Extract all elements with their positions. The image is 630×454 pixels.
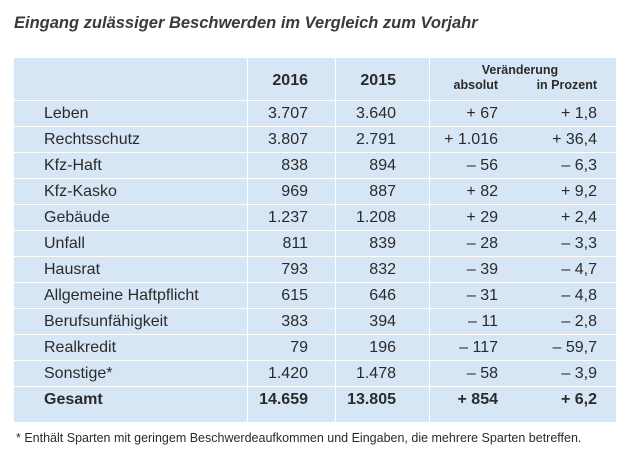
row-rule — [14, 204, 616, 205]
header-change: Veränderung — [481, 63, 559, 77]
table-row: Leben 3.707 3.640 + 67 + 1,8 — [14, 101, 616, 127]
table-row: Gebäude 1.237 1.208 + 29 + 2,4 — [14, 205, 616, 231]
table-row: Kfz-Kasko 969 887 + 82 + 9,2 — [14, 179, 616, 205]
table-row: Allgemeine Haftpflicht 615 646 – 31 – 4,8 — [14, 283, 616, 309]
row-rule — [14, 230, 616, 231]
table-row: Sonstige* 1.420 1.478 – 58 – 3,9 — [14, 361, 616, 387]
header-rule — [14, 100, 616, 101]
column-separator — [429, 58, 430, 422]
cell-change-absolute: – 117 — [459, 339, 498, 356]
cell-change-absolute: – 58 — [466, 365, 498, 382]
row-rule — [14, 308, 616, 309]
table-row: Hausrat 793 832 – 39 – 4,7 — [14, 257, 616, 283]
cell-2015: 3.640 — [355, 105, 396, 122]
cell-2015: 839 — [369, 235, 396, 252]
cell-change-absolute: – 11 — [468, 313, 498, 330]
row-rule — [14, 126, 616, 127]
row-label: Hausrat — [44, 261, 101, 278]
column-separator — [247, 58, 248, 422]
cell-change-absolute: + 82 — [466, 183, 498, 200]
cell-change-percent: – 59,7 — [552, 339, 597, 356]
row-rule — [14, 256, 616, 257]
cell-2015: 646 — [369, 287, 396, 304]
row-label: Kfz-Kasko — [44, 183, 117, 200]
header-percent: in Prozent — [536, 78, 597, 92]
cell-2015: 196 — [369, 339, 396, 356]
cell-2015: 1.208 — [355, 209, 396, 226]
cell-2016: 615 — [281, 287, 308, 304]
row-label: Kfz-Haft — [44, 157, 102, 174]
row-rule — [14, 386, 616, 387]
total-row: Gesamt 14.659 13.805 + 854 + 6,2 — [14, 387, 616, 413]
cell-2015: 394 — [369, 313, 396, 330]
cell-2016: 811 — [282, 235, 308, 252]
column-separator — [335, 58, 336, 422]
cell-change-percent: + 6,2 — [560, 391, 597, 408]
cell-2016: 3.707 — [267, 105, 308, 122]
row-label: Allgemeine Haftpflicht — [44, 287, 199, 304]
cell-2015: 1.478 — [355, 365, 396, 382]
cell-change-percent: – 6,3 — [561, 157, 597, 174]
row-label: Sonstige* — [44, 365, 113, 382]
cell-2016: 793 — [281, 261, 308, 278]
complaints-table: 2016 2015 Veränderung absolut in Prozent… — [14, 58, 616, 422]
row-label: Gebäude — [44, 209, 110, 226]
cell-2015: 13.805 — [347, 391, 396, 408]
cell-change-absolute: – 56 — [466, 157, 498, 174]
row-rule — [14, 334, 616, 335]
cell-2016: 1.237 — [267, 209, 308, 226]
cell-2016: 1.420 — [267, 365, 308, 382]
cell-change-absolute: – 39 — [466, 261, 498, 278]
cell-2016: 383 — [281, 313, 308, 330]
table-row: Berufsunfähigkeit 383 394 – 11 – 2,8 — [14, 309, 616, 335]
cell-change-percent: – 3,9 — [561, 365, 597, 382]
table-row: Unfall 811 839 – 28 – 3,3 — [14, 231, 616, 257]
cell-2016: 79 — [290, 339, 308, 356]
table-title: Eingang zulässiger Beschwerden im Vergle… — [14, 14, 478, 32]
cell-2016: 14.659 — [259, 391, 308, 408]
cell-change-absolute: – 28 — [466, 235, 498, 252]
cell-2016: 3.807 — [267, 131, 308, 148]
row-label: Realkredit — [44, 339, 117, 356]
cell-change-percent: – 3,3 — [561, 235, 597, 252]
row-label: Leben — [44, 105, 89, 122]
header-absolute: absolut — [453, 78, 498, 92]
row-label: Gesamt — [44, 391, 103, 408]
cell-change-absolute: + 67 — [466, 105, 498, 122]
cell-change-absolute: + 854 — [457, 391, 498, 408]
row-rule — [14, 360, 616, 361]
cell-change-percent: – 4,8 — [561, 287, 597, 304]
cell-change-percent: + 2,4 — [560, 209, 597, 226]
cell-2015: 2.791 — [355, 131, 396, 148]
cell-2016: 838 — [281, 157, 308, 174]
cell-change-absolute: + 1.016 — [444, 131, 498, 148]
table-row: Realkredit 79 196 – 117 – 59,7 — [14, 335, 616, 361]
cell-change-percent: – 2,8 — [561, 313, 597, 330]
cell-change-percent: – 4,7 — [561, 261, 597, 278]
row-label: Berufsunfähigkeit — [44, 313, 168, 330]
cell-change-percent: + 36,4 — [552, 131, 597, 148]
cell-change-absolute: – 31 — [466, 287, 498, 304]
row-rule — [14, 178, 616, 179]
row-rule — [14, 152, 616, 153]
cell-2015: 832 — [369, 261, 396, 278]
cell-2016: 969 — [281, 183, 308, 200]
cell-2015: 887 — [369, 183, 396, 200]
row-rule — [14, 282, 616, 283]
cell-2015: 894 — [369, 157, 396, 174]
header-year-2015: 2015 — [360, 72, 396, 89]
table-row: Kfz-Haft 838 894 – 56 – 6,3 — [14, 153, 616, 179]
cell-change-percent: + 9,2 — [560, 183, 597, 200]
row-label: Unfall — [44, 235, 85, 252]
row-label: Rechtsschutz — [44, 131, 141, 148]
table-row: Rechtsschutz 3.807 2.791 + 1.016 + 36,4 — [14, 127, 616, 153]
cell-change-absolute: + 29 — [466, 209, 498, 226]
cell-change-percent: + 1,8 — [560, 105, 597, 122]
footnote: * Enthält Sparten mit geringem Beschwerd… — [16, 431, 582, 445]
header-year-2016: 2016 — [272, 72, 308, 89]
